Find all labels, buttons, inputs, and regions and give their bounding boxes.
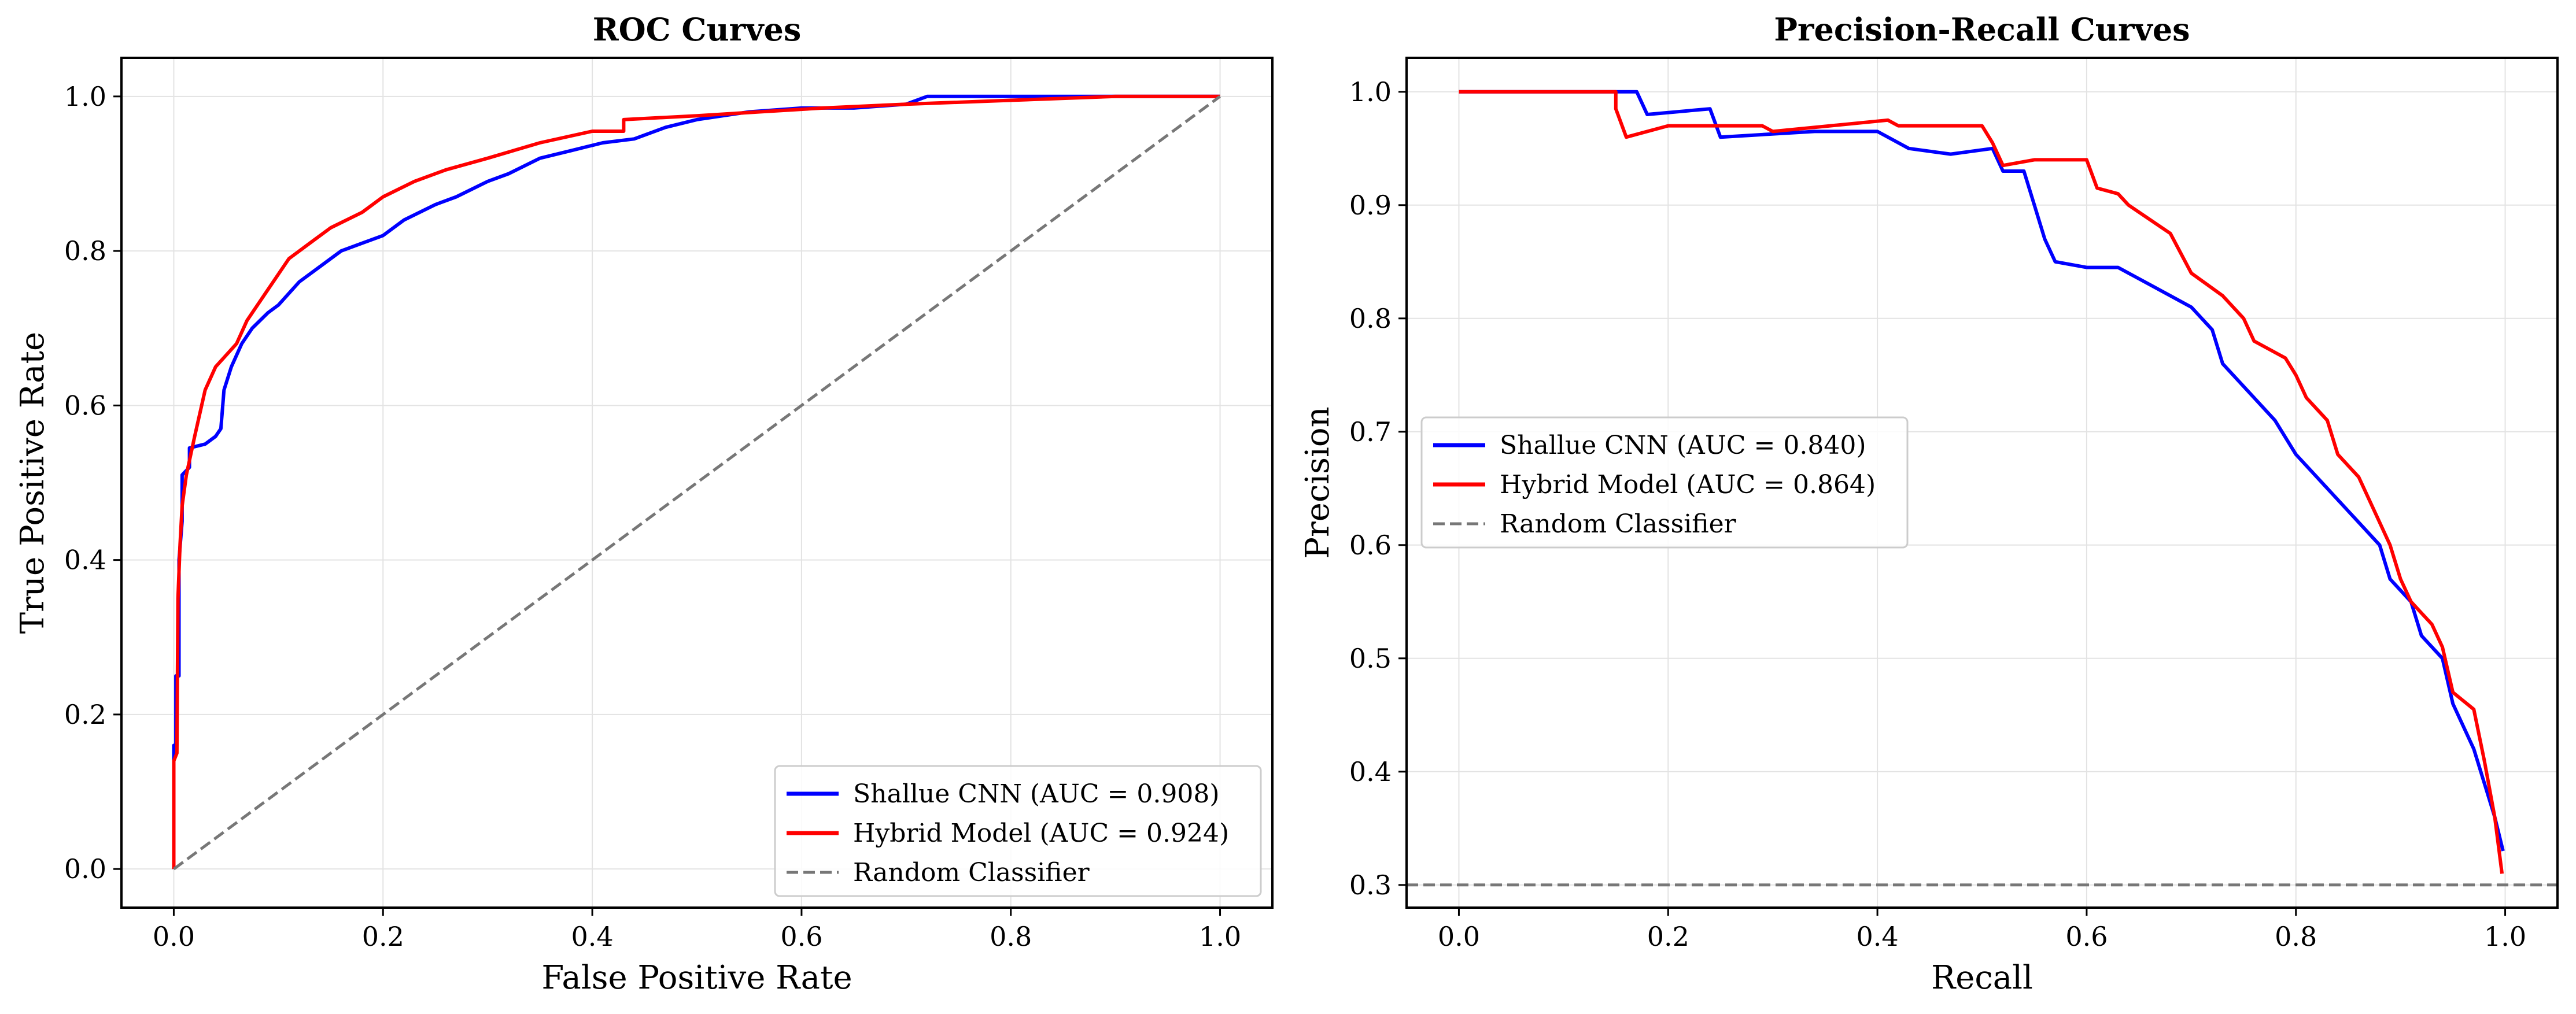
y-tick-label: 0.9 [1349,190,1392,221]
y-tick-label: 0.4 [64,545,106,576]
chart-title: ROC Curves [593,11,802,48]
y-tick-label: 0.2 [64,699,106,730]
plot-frame [120,57,1274,909]
chart-title: Precision-Recall Curves [1774,11,2190,48]
pr-series-1-line [1459,90,2504,874]
y-tick-label: 0.5 [1349,643,1392,674]
x-tick-label: 1.0 [1199,921,1241,952]
x-tick-label: 0.4 [571,921,614,952]
legend-entry-label: Shallue CNN (AUC = 0.908) [853,779,1220,809]
legend-entry-label: Random Classifier [853,858,1090,887]
roc-series-2-line [173,95,1221,871]
legend-box [774,765,1262,897]
y-tick-label: 0.8 [64,235,106,267]
legend-box [1420,416,1909,549]
y-tick-label: 1.0 [64,81,106,112]
x-tick-label: 0.0 [153,921,195,952]
y-tick-label: 0.7 [1349,416,1392,447]
legend-entry-label: Hybrid Model (AUC = 0.924) [853,819,1229,848]
x-tick-label: 0.0 [1438,921,1480,952]
legend-entry-label: Shallue CNN (AUC = 0.840) [1500,431,1866,460]
y-axis-label: Precision [1299,406,1337,558]
x-axis-label: Recall [1931,959,2033,997]
y-tick-label: 1.0 [1349,76,1392,108]
x-tick-label: 1.0 [2484,921,2526,952]
x-tick-label: 0.6 [780,921,822,952]
roc-chart: 0.0 0.2 0.4 0.6 0.8 1.0 0.0 0.2 0.4 0.6 0.8 1.0 ROC … [14,11,1274,997]
x-tick-label: 0.2 [362,921,404,952]
x-tick-label: 0.8 [990,921,1032,952]
x-tick-label: 0.6 [2065,921,2108,952]
y-tick-label: 0.3 [1349,869,1392,901]
plot-frame [1405,57,2559,909]
roc-series-0-line [172,94,1220,869]
series-group [172,94,1221,871]
y-tick-label: 0.4 [1349,756,1392,787]
y-tick-label: 0.6 [1349,530,1392,561]
roc-series-1-line [172,94,1220,869]
legend-entry-label: Random Classifier [1500,509,1737,539]
y-tick-label: 0.0 [64,853,106,885]
y-tick-label: 0.6 [64,390,106,421]
x-tick-label: 0.4 [1857,921,1899,952]
x-tick-label: 0.8 [2275,921,2317,952]
precision-recall-chart: 0.0 0.2 0.4 0.6 0.8 1.0 0.3 0.4 0.5 0.6 0.7 0.8 0.9 1… [1299,11,2559,997]
pr-series-0-line [1459,90,2505,852]
legend-entry-label: Hybrid Model (AUC = 0.864) [1500,470,1876,499]
x-tick-label: 0.2 [1647,921,1689,952]
legend: Shallue CNN (AUC = 0.840) Hybrid Model (A… [1420,416,1909,549]
x-axis-label: False Positive Rate [541,959,852,997]
legend: Shallue CNN (AUC = 0.908) Hybrid Model (A… [774,765,1262,897]
series-group [1407,90,2557,887]
y-axis-label: True Positive Rate [14,332,51,634]
y-tick-label: 0.8 [1349,303,1392,334]
